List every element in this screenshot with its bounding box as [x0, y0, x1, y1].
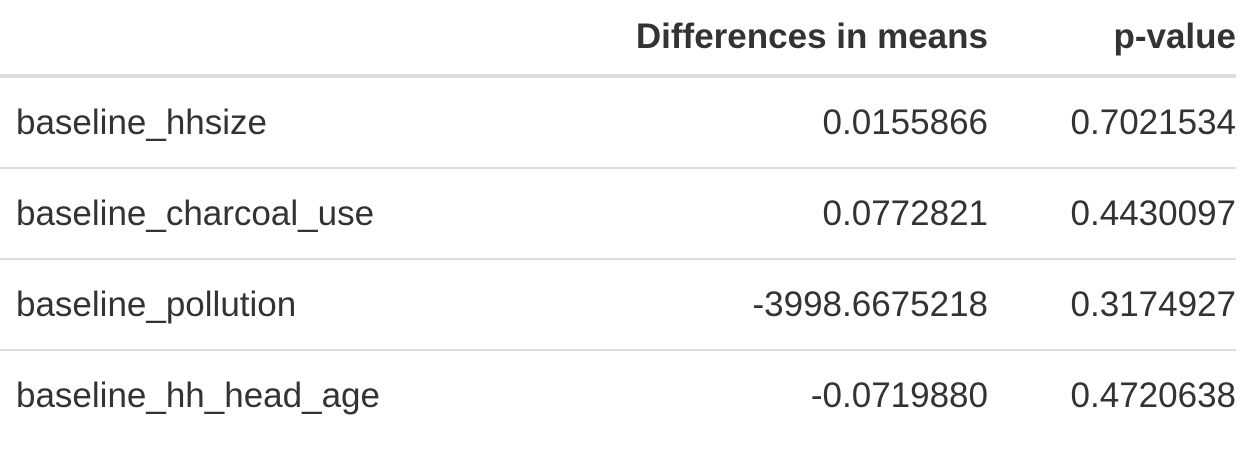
difference-cell: -3998.6675218 — [620, 259, 988, 351]
p-value-cell: 0.3174927 — [988, 259, 1236, 351]
p-value-cell: 0.4720638 — [1070, 375, 1236, 415]
header-variable — [0, 0, 620, 78]
header-differences-in-means: Differences in means — [620, 0, 988, 78]
row-label: baseline_pollution — [0, 259, 620, 351]
table-row: baseline_hh_head_age -0.0719880 0.472063… — [0, 350, 1236, 440]
table-row: baseline_charcoal_use 0.0772821 0.443009… — [0, 168, 1236, 260]
row-label: baseline_hhsize — [0, 76, 620, 169]
p-value-cell: 0.7021534 — [988, 76, 1236, 169]
results-table: Differences in means p-value baseline_hh… — [0, 0, 1236, 440]
difference-cell: 0.0772821 — [620, 168, 988, 260]
difference-cell: 0.0155866 — [620, 76, 988, 169]
difference-cell: -0.0719880 — [810, 375, 988, 415]
p-value-cell: 0.4430097 — [988, 168, 1236, 260]
row-label: baseline_hh_head_age — [16, 375, 380, 415]
header-p-value: p-value — [988, 0, 1236, 78]
header-row: Differences in means p-value — [0, 0, 1236, 78]
table-row: baseline_pollution -3998.6675218 0.31749… — [0, 259, 1236, 351]
table-row: baseline_hhsize 0.0155866 0.7021534 — [0, 76, 1236, 169]
row-label: baseline_charcoal_use — [0, 168, 620, 260]
